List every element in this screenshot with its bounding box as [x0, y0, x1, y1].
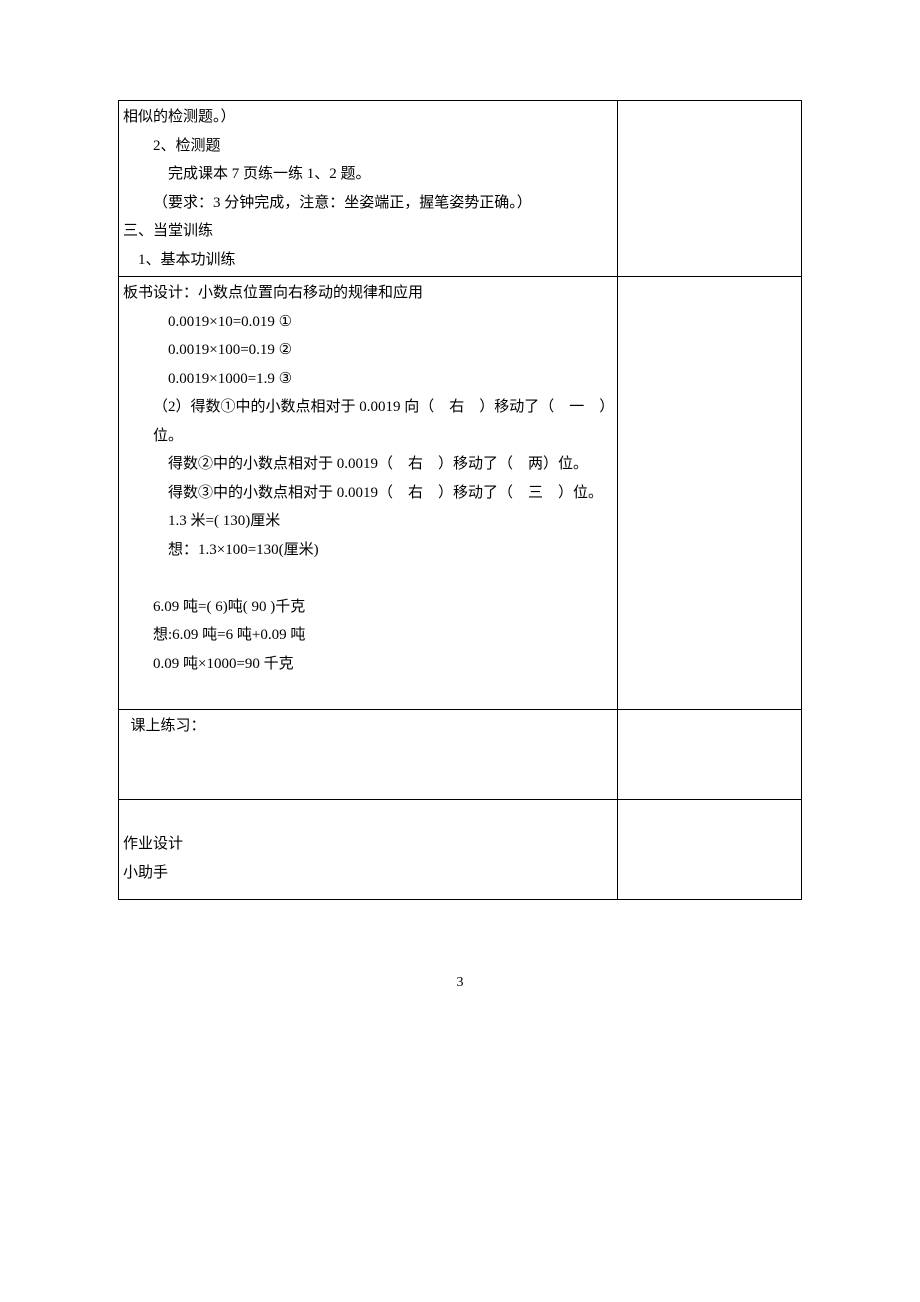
s2-p3: 得数③中的小数点相对于 0.0019（ 右 ）移动了（ 三 ）位。: [123, 479, 613, 508]
section4-right: [617, 799, 801, 899]
section2-left: 板书设计：小数点位置向右移动的规律和应用 0.0019×10=0.019 ① 0…: [119, 277, 618, 710]
section3-right: [617, 709, 801, 799]
section3-left: 课上练习：: [119, 709, 618, 799]
s2-eq3: 0.0019×1000=1.9 ③: [123, 365, 613, 394]
s4-l2: 小助手: [123, 859, 613, 888]
s1-l4: （要求：3 分钟完成，注意：坐姿端正，握笔姿势正确。）: [123, 189, 613, 218]
s2-ex5: 0.09 吨×1000=90 千克: [123, 650, 613, 679]
section1-left: 相似的检测题。） 2、检测题 完成课本 7 页练一练 1、2 题。 （要求：3 …: [119, 101, 618, 277]
s2-eq1: 0.0019×10=0.019 ①: [123, 308, 613, 337]
s2-title: 板书设计：小数点位置向右移动的规律和应用: [123, 279, 613, 308]
s1-l2: 2、检测题: [123, 132, 613, 161]
s2-p1: （2）得数①中的小数点相对于 0.0019 向（ 右 ）移动了（ 一 ）位。: [123, 393, 613, 450]
s2-eq2: 0.0019×100=0.19 ②: [123, 336, 613, 365]
s1-l5: 三、当堂训练: [123, 217, 613, 246]
s2-p2: 得数②中的小数点相对于 0.0019（ 右 ）移动了（ 两）位。: [123, 450, 613, 479]
s4-l1: 作业设计: [123, 830, 613, 859]
s2-ex2: 想：1.3×100=130(厘米): [123, 536, 613, 565]
s3-label: 课上练习：: [123, 712, 613, 741]
s2-ex1: 1.3 米=( 130)厘米: [123, 507, 613, 536]
page-number: 3: [118, 970, 802, 997]
section2-right: [617, 277, 801, 710]
lesson-table: 相似的检测题。） 2、检测题 完成课本 7 页练一练 1、2 题。 （要求：3 …: [118, 100, 802, 900]
section1-right: [617, 101, 801, 277]
page-container: 相似的检测题。） 2、检测题 完成课本 7 页练一练 1、2 题。 （要求：3 …: [0, 0, 920, 1056]
section4-left: 作业设计 小助手: [119, 799, 618, 899]
s2-ex3: 6.09 吨=( 6)吨( 90 )千克: [123, 593, 613, 622]
s1-l1: 相似的检测题。）: [123, 103, 613, 132]
s1-l3: 完成课本 7 页练一练 1、2 题。: [123, 160, 613, 189]
s1-l6: 1、基本功训练: [123, 246, 613, 275]
s2-ex4: 想:6.09 吨=6 吨+0.09 吨: [123, 621, 613, 650]
